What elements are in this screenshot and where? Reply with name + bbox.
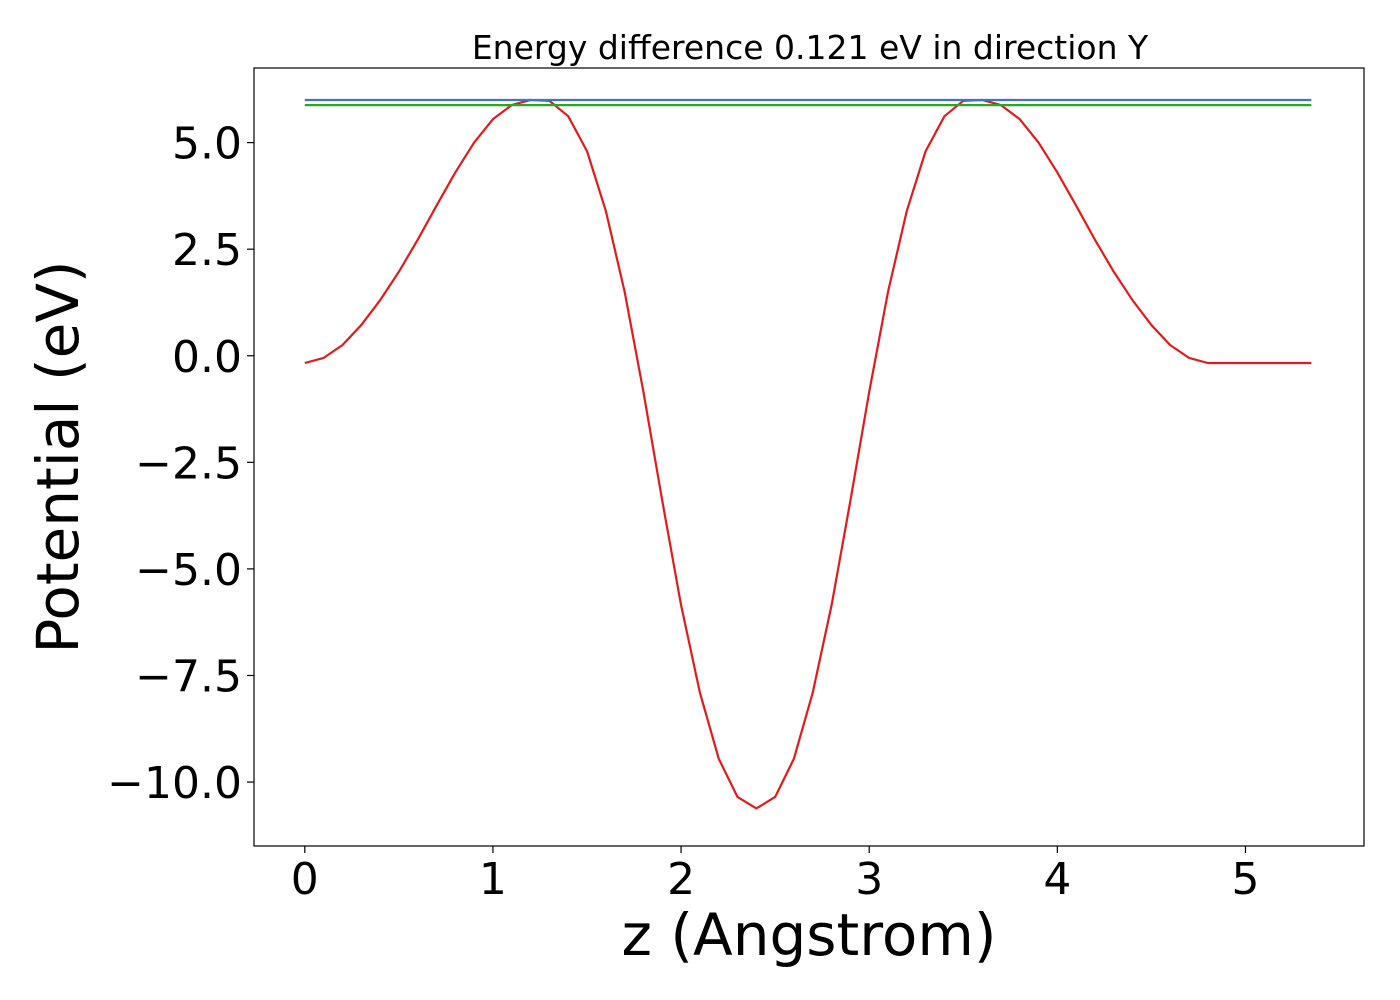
x-tick-label: 1 [479, 854, 507, 905]
y-tick-label: −10.0 [107, 758, 242, 809]
y-tick-label: −7.5 [135, 651, 242, 702]
series-line-0 [304, 98, 1312, 810]
y-tick-label: 5.0 [172, 119, 242, 170]
plot-area [304, 98, 1312, 810]
chart-title: Energy difference 0.121 eV in direction … [472, 28, 1149, 67]
y-tick-label: 2.5 [172, 225, 242, 276]
x-tick-label: 0 [291, 854, 319, 905]
y-axis-ticks: 5.0 2.5 0.0 −2.5 −5.0 −7.5 −10.0 [107, 119, 254, 809]
y-axis-label: Potential (eV) [24, 260, 92, 653]
x-tick-label: 5 [1231, 854, 1259, 905]
y-tick-label: −2.5 [135, 438, 242, 489]
x-axis-ticks: 0 1 2 3 4 5 [291, 846, 1259, 905]
x-tick-label: 3 [855, 854, 883, 905]
x-axis-label: z (Angstrom) [622, 901, 997, 969]
x-tick-label: 2 [667, 854, 695, 905]
plot-frame [253, 67, 1365, 847]
y-tick-label: 0.0 [172, 332, 242, 383]
x-tick-label: 4 [1043, 854, 1071, 905]
y-tick-label: −5.0 [135, 545, 242, 596]
